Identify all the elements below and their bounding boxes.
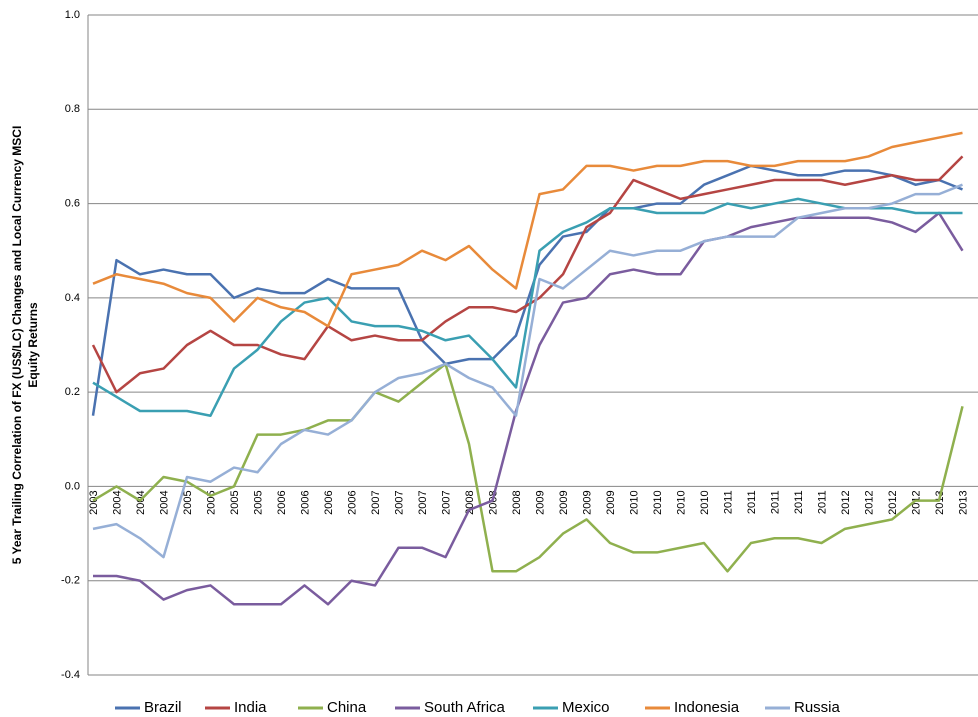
x-tick-label: 2011 <box>746 490 758 514</box>
x-tick-label: 2013 <box>957 490 969 514</box>
x-tick-label: 2010 <box>675 490 687 514</box>
x-tick-label: 2011 <box>722 490 734 514</box>
x-tick-label: 2007 <box>440 490 452 514</box>
legend-label: Indonesia <box>674 699 740 716</box>
series-line <box>91 164 963 416</box>
y-axis-label: 5 Year Trailing Correlation of FX (US$/L… <box>10 126 24 565</box>
x-tick-label: 2007 <box>417 490 429 514</box>
x-tick-label: 2009 <box>558 490 570 514</box>
x-tick-label: 2012 <box>910 490 922 514</box>
x-tick-label: 2006 <box>346 490 358 514</box>
y-tick-label: 0.6 <box>65 197 80 209</box>
x-tick-label: 2008 <box>464 490 476 514</box>
y-tick-label: 0.0 <box>65 480 80 492</box>
x-tick-label: 2005 <box>182 490 194 514</box>
x-tick-label: 2010 <box>699 490 711 514</box>
x-tick-label: 2006 <box>323 490 335 514</box>
series-line <box>92 183 963 559</box>
x-tick-label: 2011 <box>816 490 828 514</box>
legend-label: Brazil <box>144 699 182 716</box>
x-tick-label: 2009 <box>534 490 546 514</box>
series-line <box>92 131 963 328</box>
x-tick-label: 2010 <box>652 490 664 514</box>
x-tick-label: 2012 <box>840 490 852 514</box>
series-line <box>92 197 963 417</box>
x-tick-label: 2004 <box>111 490 123 514</box>
x-tick-label: 2007 <box>393 490 405 514</box>
x-tick-label: 2005 <box>229 490 241 514</box>
y-tick-label: 0.2 <box>65 386 80 398</box>
x-tick-label: 2004 <box>158 490 170 514</box>
y-tick-label: 0.4 <box>65 292 80 304</box>
x-tick-label: 2013 <box>934 490 946 514</box>
x-tick-label: 2011 <box>769 490 781 514</box>
x-tick-label: 2009 <box>605 490 617 514</box>
x-tick-label: 2012 <box>863 490 875 514</box>
x-tick-label: 2011 <box>793 490 805 514</box>
series-line <box>93 211 964 606</box>
legend-label: India <box>234 699 267 716</box>
y-tick-label: 1.0 <box>65 9 80 21</box>
y-tick-label: 0.8 <box>65 103 80 115</box>
x-tick-label: 2003 <box>88 490 100 514</box>
y-tick-label: -0.4 <box>61 669 80 681</box>
x-tick-label: 2006 <box>299 490 311 514</box>
series-line <box>92 362 964 573</box>
x-tick-label: 2005 <box>252 490 264 514</box>
x-tick-label: 2010 <box>628 490 640 514</box>
x-tick-label: 2009 <box>581 490 593 514</box>
legend-label: China <box>327 699 367 716</box>
y-tick-label: -0.2 <box>61 575 80 587</box>
x-tick-label: 2005 <box>205 490 217 514</box>
x-tick-label: 2008 <box>511 490 523 514</box>
x-tick-label: 2007 <box>370 490 382 514</box>
y-axis-label: Equity Returns <box>26 302 40 388</box>
series-line <box>91 155 964 394</box>
x-tick-label: 2006 <box>276 490 288 514</box>
x-tick-label: 2008 <box>487 490 499 514</box>
x-tick-label: 2012 <box>887 490 899 514</box>
legend-label: Russia <box>794 699 841 716</box>
legend-label: South Africa <box>424 699 506 716</box>
legend-label: Mexico <box>562 699 610 716</box>
